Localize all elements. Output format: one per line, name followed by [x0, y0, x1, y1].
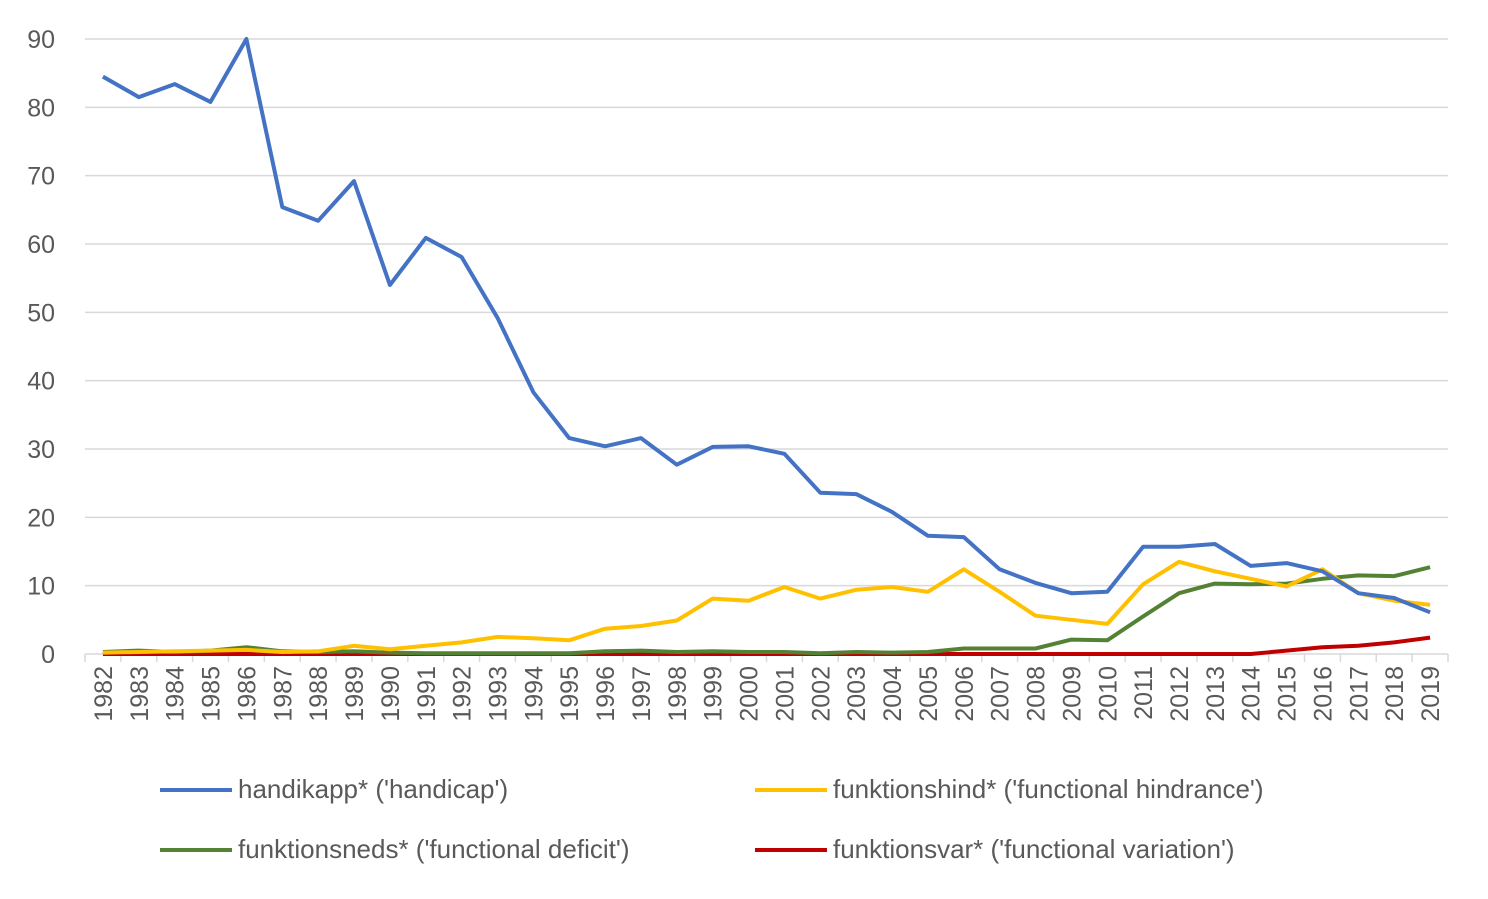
y-tick-label: 40 — [27, 368, 55, 396]
x-tick-label: 2008 — [1023, 666, 1051, 722]
x-tick-label: 2005 — [915, 666, 943, 722]
x-tick-label: 1983 — [126, 666, 154, 722]
x-tick-label: 1998 — [664, 666, 692, 722]
x-tick-label: 2003 — [843, 666, 871, 722]
x-tick-label: 1993 — [484, 666, 512, 722]
x-tick-label: 1996 — [592, 666, 620, 722]
x-tick-label: 2004 — [879, 666, 907, 722]
legend-item: funktionsvar* ('functional variation') — [755, 834, 1235, 865]
y-tick-label: 80 — [27, 94, 55, 122]
x-tick-label: 2002 — [807, 666, 835, 722]
legend-swatch — [160, 847, 232, 852]
x-tick-label: 2001 — [771, 666, 799, 722]
x-tick-label: 1986 — [233, 666, 261, 722]
x-tick-label: 2010 — [1094, 666, 1122, 722]
x-tick-label: 1984 — [162, 666, 190, 722]
x-tick-label: 1994 — [520, 666, 548, 722]
x-tick-label: 1982 — [90, 666, 118, 722]
y-tick-label: 50 — [27, 299, 55, 327]
legend-label: funktionsvar* ('functional variation') — [833, 834, 1235, 864]
x-tick-label: 2012 — [1166, 666, 1194, 722]
x-tick-label: 1988 — [305, 666, 333, 722]
series-line — [101, 37, 1431, 615]
y-tick-label: 60 — [27, 231, 55, 259]
x-tick-label: 2015 — [1274, 666, 1302, 722]
legend-swatch — [755, 787, 827, 792]
x-tick-label: 1991 — [413, 666, 441, 722]
legend-item: handikapp* ('handicap') — [160, 774, 508, 805]
x-tick-label: 1997 — [628, 666, 656, 722]
x-tick-label: 1999 — [700, 666, 728, 722]
line-chart: 0 10 20 30 40 50 60 70 80 90 1982 1983 1984 1985 1986 1… — [27, 26, 1449, 722]
y-tick-label: 0 — [41, 641, 55, 669]
x-tick-label: 1990 — [377, 666, 405, 722]
y-tick-label: 20 — [27, 504, 55, 532]
x-tick-label: 2006 — [951, 666, 979, 722]
y-tick-label: 90 — [27, 26, 55, 54]
x-tick-label: 1992 — [449, 666, 477, 722]
x-tick-label: 2013 — [1202, 666, 1230, 722]
y-tick-label: 30 — [27, 436, 55, 464]
legend-item: funktionshind* ('functional hindrance') — [755, 774, 1264, 805]
series-line — [102, 559, 1431, 655]
y-tick-label: 10 — [27, 573, 55, 601]
legend-label: funktionshind* ('functional hindrance') — [833, 774, 1264, 804]
x-tick-label: 2014 — [1238, 666, 1266, 722]
x-tick-label: 2011 — [1130, 666, 1158, 720]
legend-item: funktionsneds* ('functional deficit') — [160, 834, 629, 865]
x-tick-label: 2018 — [1381, 666, 1409, 722]
legend-swatch — [755, 847, 827, 852]
legend-swatch — [160, 787, 232, 792]
y-tick-label: 70 — [27, 163, 55, 191]
x-tick-label: 1995 — [556, 666, 584, 722]
x-tick-label: 1989 — [341, 666, 369, 722]
x-tick-label: 2000 — [736, 666, 764, 722]
legend-label: handikapp* ('handicap') — [238, 774, 509, 804]
x-tick-label: 2007 — [987, 666, 1015, 722]
series-line — [102, 635, 1431, 656]
x-tick-label: 2019 — [1417, 666, 1445, 722]
series-line — [102, 565, 1431, 656]
x-tick-label: 1985 — [198, 666, 226, 722]
x-tick-label: 2017 — [1345, 666, 1373, 722]
x-tick-label: 2016 — [1309, 666, 1337, 722]
x-tick-label: 2009 — [1058, 666, 1086, 722]
legend-label: funktionsneds* ('functional deficit') — [238, 834, 630, 864]
x-tick-label: 1987 — [269, 666, 297, 722]
